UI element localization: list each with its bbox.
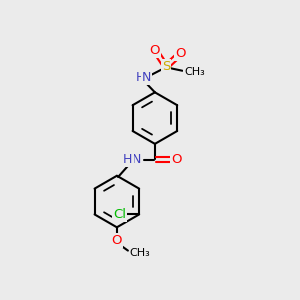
Text: N: N bbox=[142, 71, 152, 84]
Text: S: S bbox=[162, 60, 170, 73]
Text: O: O bbox=[171, 153, 181, 166]
Text: N: N bbox=[131, 153, 141, 166]
Text: O: O bbox=[112, 234, 122, 247]
Text: CH₃: CH₃ bbox=[184, 67, 205, 77]
Text: O: O bbox=[150, 44, 160, 57]
Text: CH₃: CH₃ bbox=[130, 248, 151, 258]
Text: O: O bbox=[176, 46, 186, 60]
Text: Cl: Cl bbox=[113, 208, 126, 221]
Text: H: H bbox=[136, 71, 145, 84]
Text: H: H bbox=[123, 153, 133, 166]
